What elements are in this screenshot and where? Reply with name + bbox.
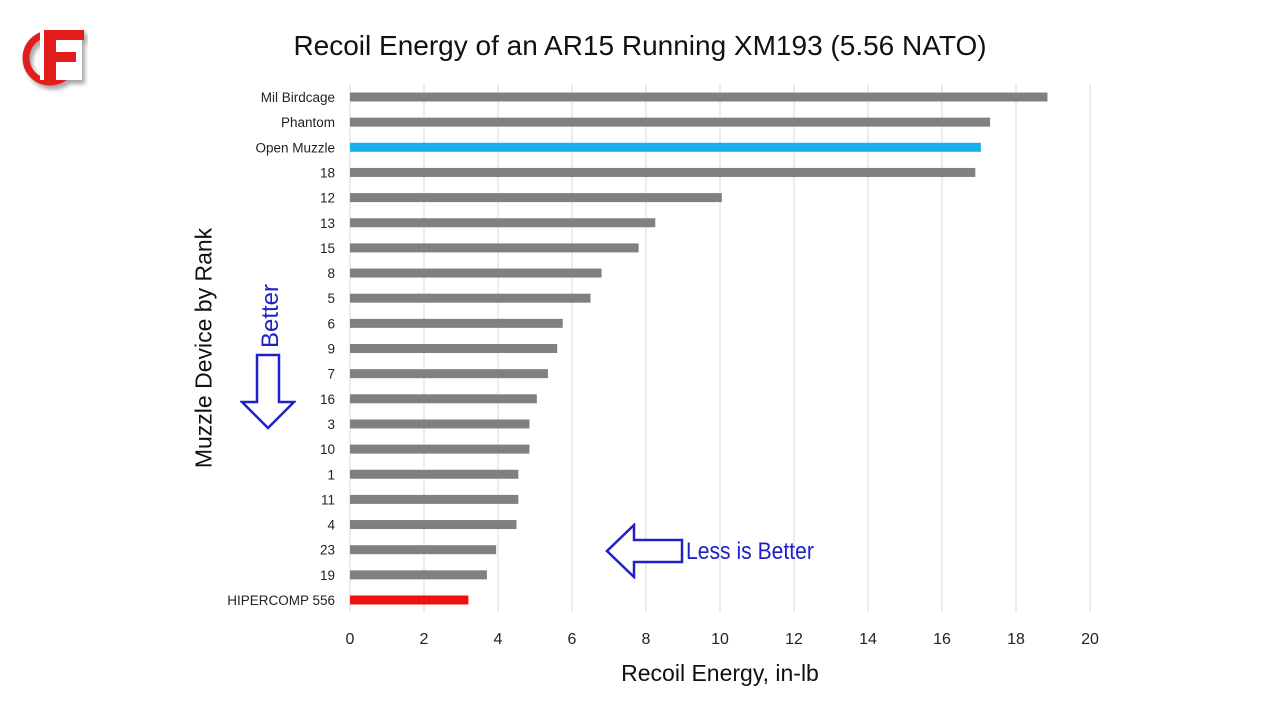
x-axis-label: Recoil Energy, in-lb bbox=[621, 660, 819, 686]
bar bbox=[350, 218, 656, 228]
x-tick-label: 0 bbox=[346, 631, 355, 648]
bar bbox=[350, 394, 537, 404]
x-tick-label: 4 bbox=[494, 631, 503, 648]
category-label: Open Muzzle bbox=[255, 140, 335, 155]
x-tick-label: 8 bbox=[642, 631, 651, 648]
category-label: 23 bbox=[320, 543, 335, 558]
bar bbox=[350, 520, 517, 530]
category-label: 18 bbox=[320, 165, 335, 180]
category-label: 12 bbox=[320, 191, 335, 206]
bar bbox=[350, 117, 991, 127]
category-label: 10 bbox=[320, 442, 335, 457]
category-label: 9 bbox=[327, 342, 335, 357]
brand-logo-icon bbox=[22, 28, 84, 86]
category-label: 6 bbox=[327, 316, 335, 331]
bar bbox=[350, 444, 530, 454]
bar bbox=[350, 344, 558, 353]
x-tick-label: 14 bbox=[859, 631, 877, 648]
category-label: 8 bbox=[327, 266, 335, 281]
bar bbox=[350, 545, 497, 555]
x-tick-label: 10 bbox=[711, 631, 729, 648]
x-tick-label: 12 bbox=[785, 631, 803, 648]
x-tick-label: 18 bbox=[1007, 631, 1025, 648]
category-label: 15 bbox=[320, 241, 335, 256]
category-label: 3 bbox=[327, 417, 335, 432]
bar bbox=[350, 318, 563, 328]
category-label: 4 bbox=[327, 518, 335, 533]
category-label: HIPERCOMP 556 bbox=[227, 593, 335, 608]
better-annotation: Better bbox=[257, 283, 284, 349]
bar bbox=[350, 369, 548, 379]
category-label: 7 bbox=[327, 367, 335, 382]
x-tick-label: 20 bbox=[1081, 631, 1099, 648]
bar bbox=[350, 494, 519, 504]
chart-title: Recoil Energy of an AR15 Running XM193 (… bbox=[293, 30, 987, 61]
category-label: Phantom bbox=[281, 115, 335, 130]
x-tick-label: 2 bbox=[420, 631, 429, 648]
bar bbox=[350, 92, 1048, 102]
down-arrow-icon bbox=[240, 353, 296, 430]
category-label: 19 bbox=[320, 568, 335, 583]
y-axis-label: Muzzle Device by Rank bbox=[190, 227, 217, 469]
less-is-better-annotation: Less is Better bbox=[686, 538, 814, 565]
category-label: Mil Birdcage bbox=[261, 90, 335, 105]
bar bbox=[350, 570, 487, 580]
category-label: 11 bbox=[321, 492, 335, 507]
bar bbox=[350, 142, 981, 152]
bar bbox=[350, 293, 591, 303]
category-label: 16 bbox=[320, 392, 335, 407]
bar bbox=[350, 419, 530, 429]
bar bbox=[350, 243, 639, 253]
category-label: 13 bbox=[320, 216, 335, 231]
bar bbox=[350, 595, 469, 605]
category-label: 1 bbox=[327, 467, 335, 482]
bar bbox=[350, 469, 519, 479]
category-label: 5 bbox=[327, 291, 335, 306]
x-tick-label: 6 bbox=[568, 631, 577, 648]
x-tick-label: 16 bbox=[933, 631, 951, 648]
left-arrow-icon bbox=[605, 523, 684, 579]
bar bbox=[350, 167, 976, 177]
bar bbox=[350, 268, 602, 278]
bar bbox=[350, 193, 722, 203]
